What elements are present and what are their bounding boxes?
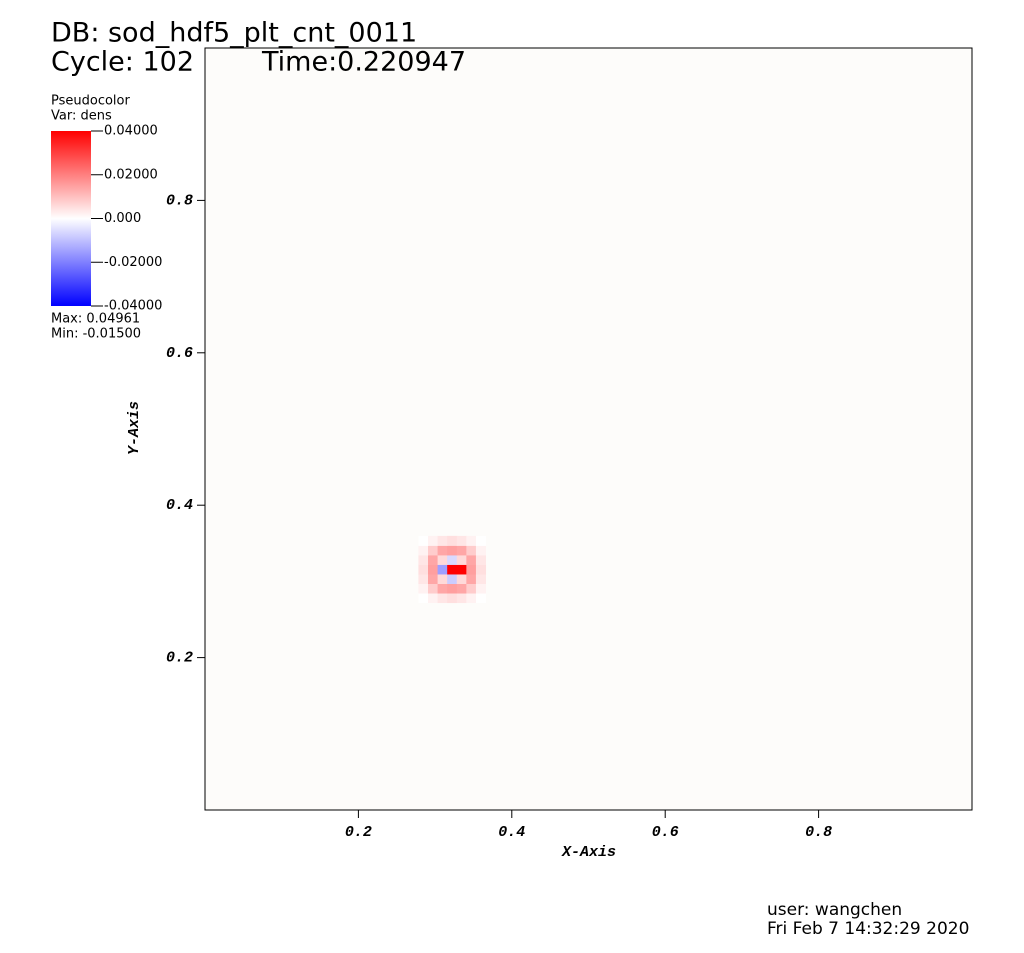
cell <box>447 535 458 546</box>
cell <box>447 554 458 565</box>
cell <box>466 564 477 575</box>
cell <box>437 583 448 594</box>
x-tick-label: 0.8 <box>805 824 832 841</box>
cell <box>418 545 429 556</box>
cell <box>475 583 487 594</box>
cell <box>428 545 439 556</box>
y-tick-label: 0.2 <box>166 650 193 667</box>
y-axis-label: Y-Axis <box>126 401 143 455</box>
cell <box>475 564 487 575</box>
plot-area <box>204 47 973 811</box>
x-tick-label: 0.4 <box>498 824 525 841</box>
cell <box>418 593 429 604</box>
y-tick-label: 0.6 <box>166 345 193 362</box>
cell <box>418 535 429 546</box>
cell <box>466 583 477 594</box>
cell <box>456 564 467 575</box>
cell <box>437 535 448 546</box>
cell <box>428 554 439 565</box>
cell <box>418 583 429 594</box>
x-axis-label: X-Axis <box>561 844 616 861</box>
cell <box>447 564 458 575</box>
cell <box>418 564 429 575</box>
colorbar-tick-label: 0.000 <box>104 211 141 226</box>
cycle: Cycle: 102 <box>51 47 194 78</box>
cell <box>456 545 467 556</box>
colorbar-tick-label: 0.02000 <box>104 167 158 182</box>
cell <box>437 545 448 556</box>
colorbar-tick-label: 0.04000 <box>104 124 158 139</box>
cell <box>437 554 448 565</box>
cell <box>475 573 487 584</box>
cell <box>466 535 477 546</box>
y-tick-label: 0.4 <box>166 497 193 514</box>
time: Time:0.220947 <box>261 47 466 78</box>
cell <box>475 535 487 546</box>
legend-min: Min: -0.01500 <box>51 327 141 342</box>
date: Fri Feb 7 14:32:29 2020 <box>767 919 969 939</box>
cell <box>428 535 439 546</box>
cell <box>418 573 429 584</box>
cell <box>475 593 487 604</box>
legend-title: Pseudocolor <box>51 94 130 109</box>
colorbar <box>51 131 91 306</box>
cell <box>466 593 477 604</box>
colorbar-tick-label: -0.04000 <box>104 299 162 314</box>
cell <box>437 564 448 575</box>
cell <box>447 573 458 584</box>
cell <box>456 583 467 594</box>
cell <box>428 593 439 604</box>
db-title: DB: sod_hdf5_plt_cnt_0011 <box>51 18 417 49</box>
cell <box>428 564 439 575</box>
legend-max: Max: 0.04961 <box>51 312 140 327</box>
x-tick-label: 0.2 <box>345 824 372 841</box>
cell <box>447 545 458 556</box>
cell <box>447 593 458 604</box>
cell <box>428 583 439 594</box>
colorbar-tick-label: -0.02000 <box>104 255 162 270</box>
user: user: wangchen <box>767 900 902 920</box>
cell <box>475 554 487 565</box>
cell <box>437 573 448 584</box>
cell <box>437 593 448 604</box>
cell <box>466 545 477 556</box>
x-tick-label: 0.6 <box>652 824 679 841</box>
cell <box>456 535 467 546</box>
cell <box>475 545 487 556</box>
cell <box>418 554 429 565</box>
y-tick-label: 0.8 <box>166 192 193 209</box>
cell <box>456 554 467 565</box>
cell <box>447 583 458 594</box>
cell <box>456 573 467 584</box>
cell <box>428 573 439 584</box>
legend-var: Var: dens <box>51 109 112 124</box>
cell <box>466 573 477 584</box>
cell <box>466 554 477 565</box>
cell <box>456 593 467 604</box>
